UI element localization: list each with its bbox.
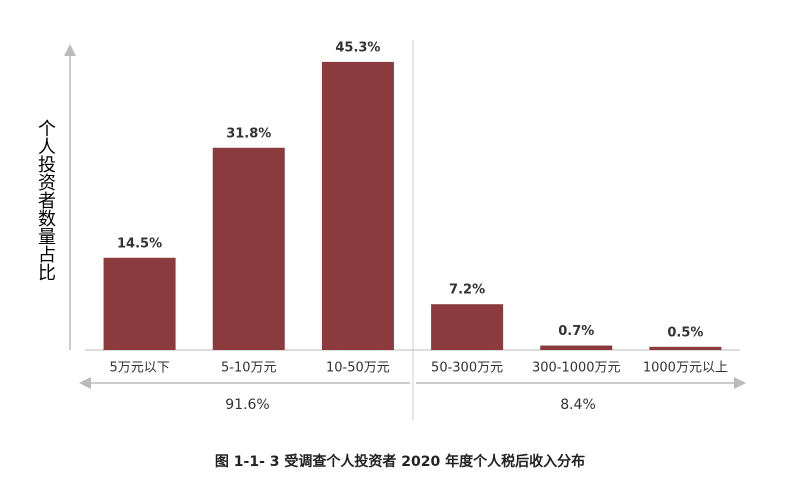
value-label: 14.5%: [117, 236, 162, 251]
chart-title: 图 1-1- 3 受调查个人投资者 2020 年度个人税后收入分布: [215, 453, 585, 470]
x-tick-label: 50-300万元: [431, 361, 503, 376]
value-label: 0.5%: [667, 325, 703, 340]
x-tick-label: 300-1000万元: [532, 361, 621, 376]
x-tick-label: 5万元以下: [109, 361, 169, 376]
y-axis-label: 个人投资者数量占比: [35, 119, 56, 281]
value-label: 0.7%: [558, 324, 594, 339]
x-tick-label: 10-50万元: [326, 361, 390, 376]
bar: [431, 304, 504, 350]
bar: [540, 345, 613, 350]
x-tick-label: 5-10万元: [221, 361, 277, 376]
x-tick-label: 1000万元以上: [643, 361, 728, 376]
bar: [103, 257, 176, 350]
bar: [212, 147, 285, 350]
bar: [321, 61, 394, 350]
group-label: 91.6%: [225, 397, 269, 413]
group-label: 8.4%: [560, 397, 596, 413]
value-label: 45.3%: [335, 40, 380, 55]
value-label: 31.8%: [226, 126, 271, 141]
bar: [649, 346, 722, 350]
value-label: 7.2%: [449, 283, 485, 298]
